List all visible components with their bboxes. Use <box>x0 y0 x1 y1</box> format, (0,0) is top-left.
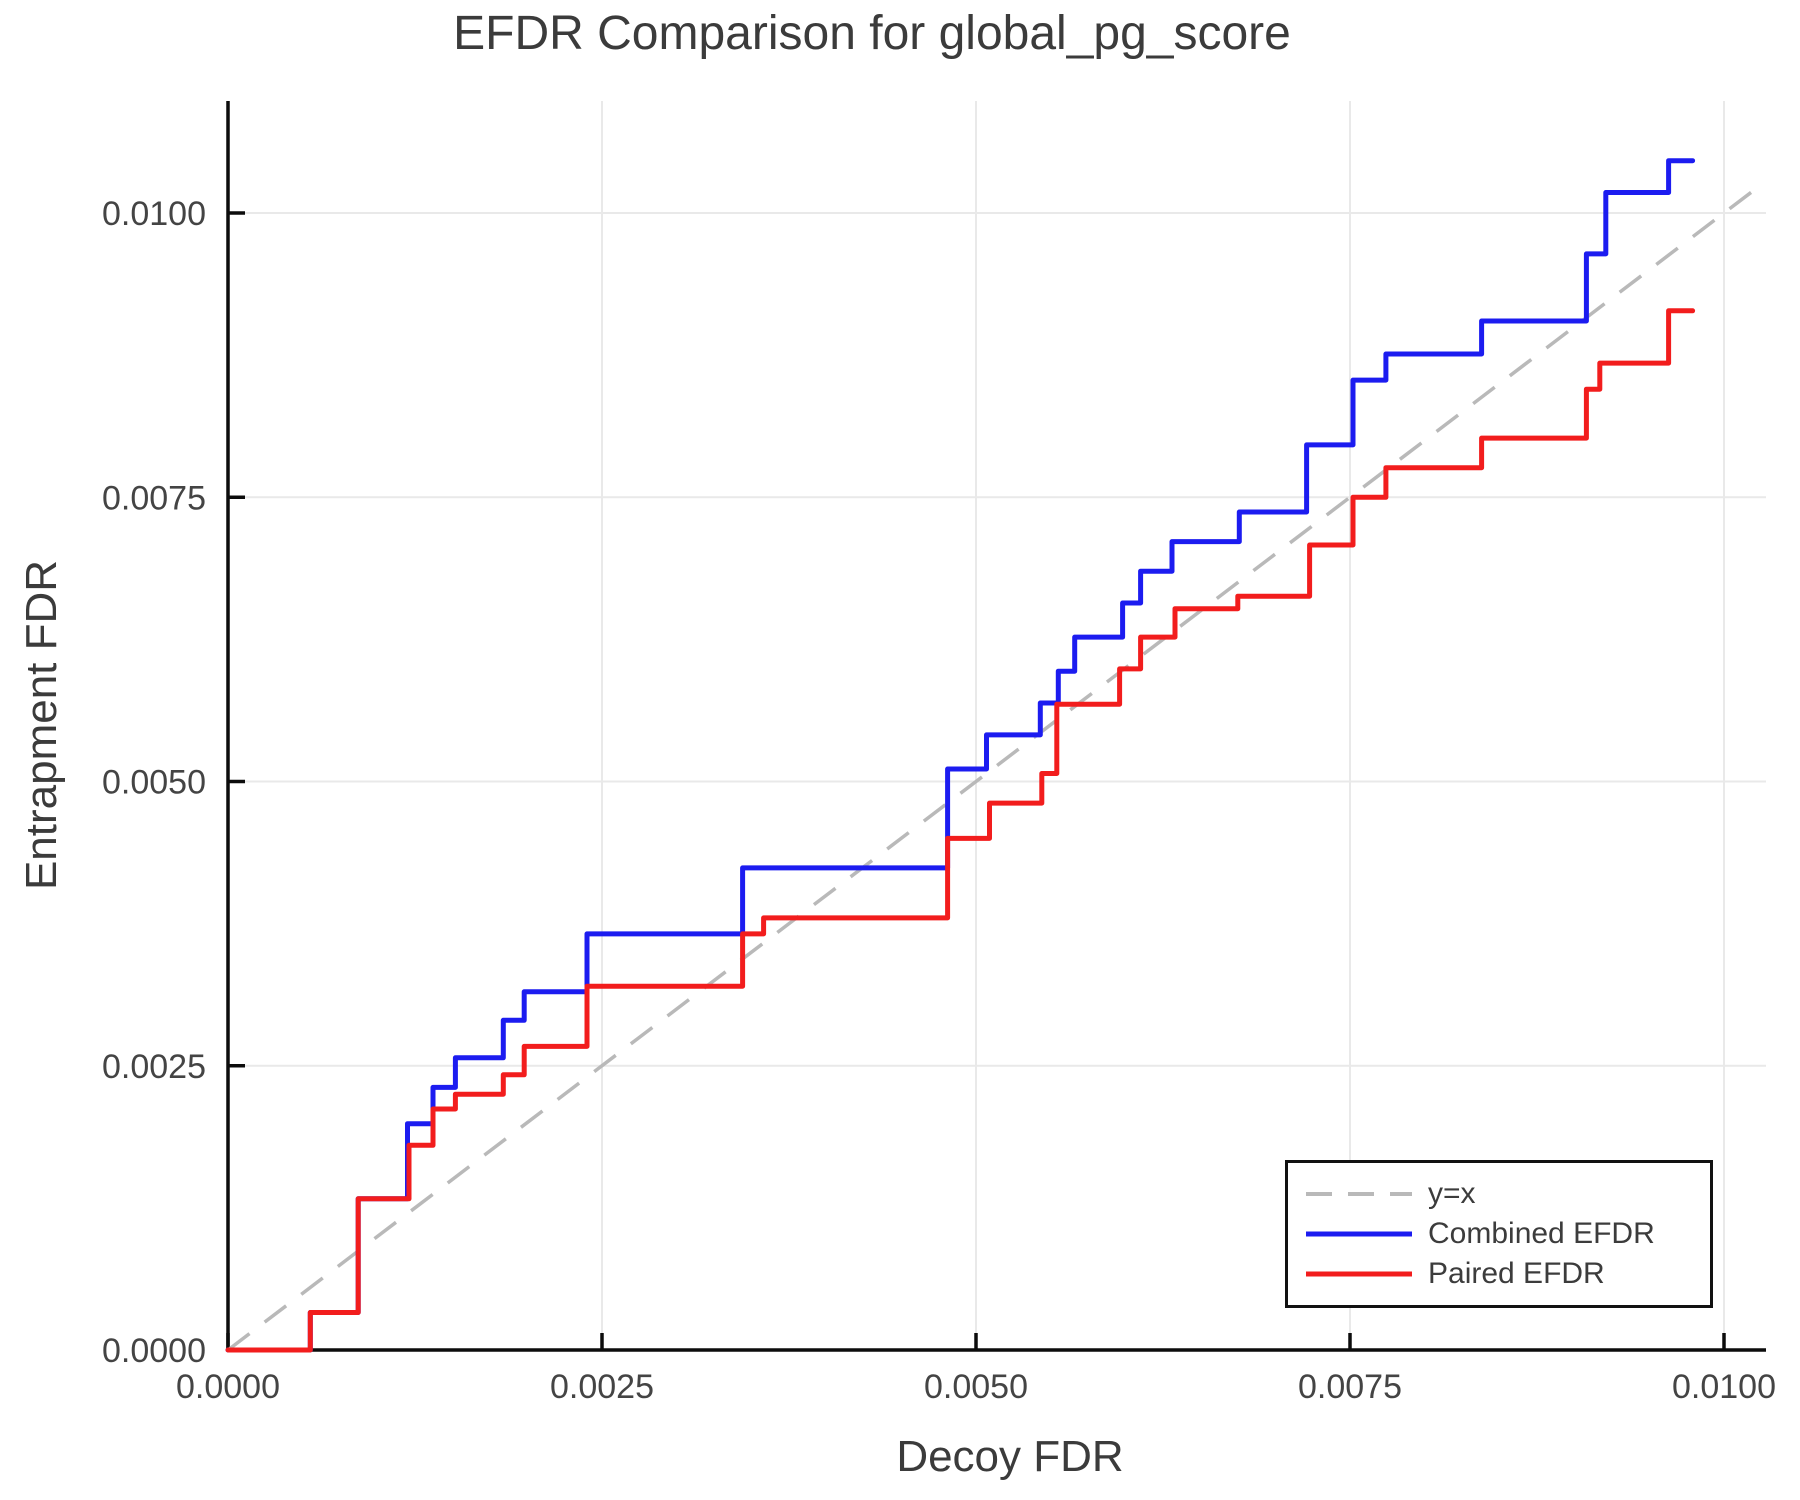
y-tick-label: 0.0025 <box>102 1048 206 1086</box>
combined-efdr-line <box>225 158 1696 1353</box>
legend-line-sample <box>1306 1231 1412 1237</box>
y-tick-label: 0.0050 <box>102 764 206 802</box>
x-tick-label: 0.0050 <box>924 1368 1028 1406</box>
legend-line-sample <box>1306 1192 1412 1196</box>
legend-line-sample <box>1306 1271 1412 1277</box>
tick-labels: 0.0000 0.0025 0.0050 0.0075 0.0100 0.0000 0.00… <box>102 195 1776 1406</box>
legend-item-combined-efdr: Combined EFDR <box>1304 1216 1710 1252</box>
x-tick-label: 0.0000 <box>176 1368 280 1406</box>
x-tick-label: 0.0075 <box>1298 1368 1402 1406</box>
gridlines <box>228 101 1766 1350</box>
x-tick-label: 0.0100 <box>1672 1368 1776 1406</box>
legend-label: Combined EFDR <box>1428 1217 1655 1250</box>
legend: y=x Combined EFDR Paired EFDR <box>1285 1160 1713 1308</box>
y-tick-label: 0.0000 <box>102 1332 206 1370</box>
y-axis-label: Entrapment FDR <box>17 559 66 891</box>
axes <box>226 101 1766 1352</box>
legend-item-paired-efdr: Paired EFDR <box>1304 1256 1710 1292</box>
legend-item-y-x: y=x <box>1304 1176 1710 1212</box>
x-tick-label: 0.0025 <box>550 1368 654 1406</box>
chart-title: EFDR Comparison for global_pg_score <box>453 7 1291 60</box>
legend-label: Paired EFDR <box>1428 1257 1605 1290</box>
y-tick-label: 0.0075 <box>102 479 206 517</box>
paired-efdr-line <box>225 308 1696 1353</box>
y-tick-label: 0.0100 <box>102 195 206 233</box>
x-axis-label: Decoy FDR <box>896 1432 1124 1481</box>
legend-label: y=x <box>1428 1177 1476 1210</box>
